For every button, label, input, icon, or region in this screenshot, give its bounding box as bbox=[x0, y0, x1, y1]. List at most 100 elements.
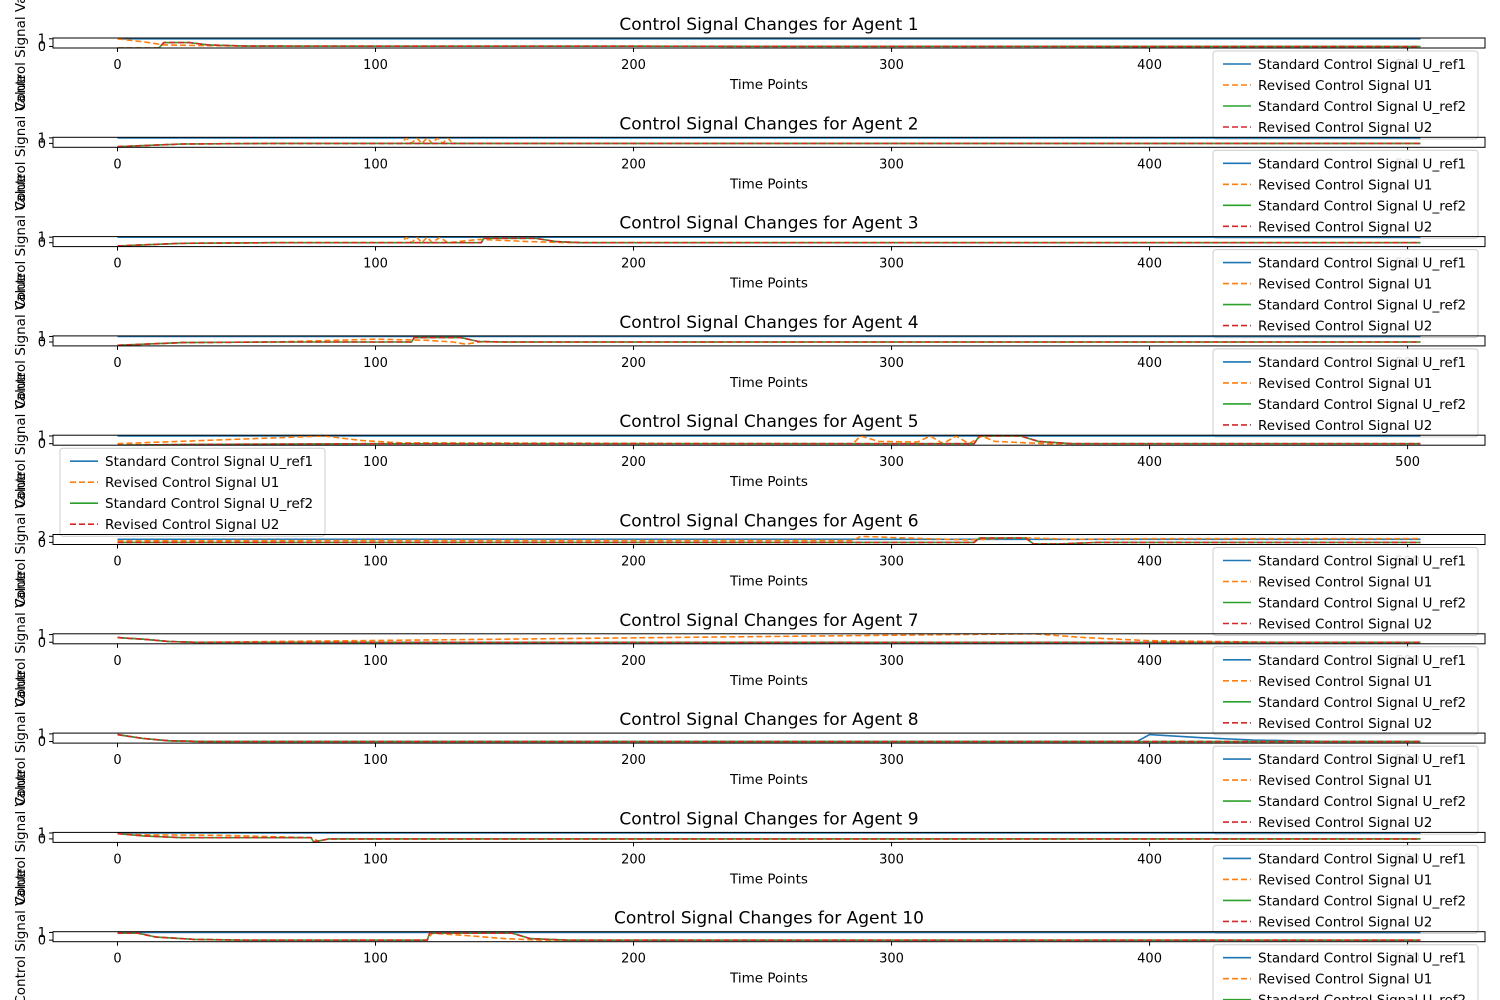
axes-frame bbox=[52, 534, 1486, 545]
legend-label-1: Standard Control Signal U_ref1 bbox=[1258, 554, 1466, 570]
plot-lines bbox=[117, 633, 1421, 644]
x-tick-label: 0 bbox=[113, 952, 121, 967]
x-axis-label: Time Points bbox=[729, 375, 808, 391]
legend-frame bbox=[1212, 348, 1479, 438]
x-tick-label: 200 bbox=[621, 555, 646, 570]
legend-label-1: Standard Control Signal U_ref1 bbox=[1258, 851, 1466, 867]
x-tick-label: 400 bbox=[1137, 852, 1162, 867]
chart-panel-3: Control Signal Changes for Agent 3 0 100 20… bbox=[13, 174, 1486, 339]
legend: Standard Control Signal U_ref1 Revised Co… bbox=[1212, 149, 1479, 239]
x-tick-label: 0 bbox=[113, 356, 121, 371]
x-tick-label: 100 bbox=[363, 753, 388, 768]
legend-label-1: Standard Control Signal U_ref1 bbox=[1258, 653, 1466, 669]
x-tick-label: 200 bbox=[621, 952, 646, 967]
y-tick-label: 0 bbox=[38, 336, 46, 351]
series-line-4 bbox=[117, 435, 1421, 446]
y-axis-label: Control Signal Value bbox=[13, 769, 29, 905]
legend-label-4: Revised Control Signal U2 bbox=[1258, 319, 1432, 335]
x-tick-label: 400 bbox=[1137, 257, 1162, 272]
plot-lines bbox=[117, 236, 1421, 247]
series-line-2 bbox=[117, 236, 1421, 247]
series-line-2 bbox=[117, 535, 1421, 542]
plot-lines bbox=[117, 38, 1421, 48]
x-tick-label: 200 bbox=[621, 58, 646, 73]
plot-lines bbox=[117, 733, 1421, 743]
chart-title: Control Signal Changes for Agent 7 bbox=[619, 611, 918, 631]
x-tick-label: 300 bbox=[879, 555, 904, 570]
series-line-3 bbox=[117, 832, 1421, 843]
axes-frame bbox=[52, 37, 1486, 49]
y-tick-label: 0 bbox=[38, 40, 46, 55]
legend-frame bbox=[1212, 50, 1479, 140]
series-line-4 bbox=[117, 932, 1421, 941]
x-tick-label: 200 bbox=[621, 257, 646, 272]
x-tick-label: 400 bbox=[1137, 654, 1162, 669]
legend-label-4: Revised Control Signal U2 bbox=[105, 517, 279, 533]
legend-label-2: Revised Control Signal U1 bbox=[1258, 78, 1432, 94]
legend-label-4: Revised Control Signal U2 bbox=[1258, 914, 1432, 930]
legend: Standard Control Signal U_ref1 Revised Co… bbox=[1212, 944, 1479, 1000]
x-tick-label: 0 bbox=[113, 157, 121, 172]
legend-frame bbox=[1212, 149, 1479, 239]
x-axis-label: Time Points bbox=[729, 77, 808, 93]
y-tick-label: 0 bbox=[38, 536, 46, 551]
x-tick-label: 200 bbox=[621, 753, 646, 768]
y-tick-label: 0 bbox=[38, 832, 46, 847]
legend-label-2: Revised Control Signal U1 bbox=[1258, 773, 1432, 789]
x-tick-label: 300 bbox=[879, 58, 904, 73]
x-axis-label: Time Points bbox=[729, 574, 808, 590]
plot-lines bbox=[117, 931, 1421, 941]
x-axis-label: Time Points bbox=[729, 871, 808, 887]
y-axis-label: Control Signal Value bbox=[13, 74, 29, 210]
x-axis-label: Time Points bbox=[729, 673, 808, 689]
x-tick-label: 100 bbox=[363, 356, 388, 371]
x-tick-label: 100 bbox=[363, 58, 388, 73]
legend-label-4: Revised Control Signal U2 bbox=[1258, 617, 1432, 633]
chart-panel-6: Control Signal Changes for Agent 60 100 20… bbox=[13, 472, 1486, 636]
legend-frame bbox=[1212, 249, 1479, 339]
y-tick-label: 1 bbox=[38, 330, 46, 345]
plot-lines bbox=[117, 335, 1421, 346]
y-tick-label: 1 bbox=[38, 727, 46, 742]
chart-title: Control Signal Changes for Agent 8 bbox=[619, 710, 918, 730]
x-tick-label: 400 bbox=[1137, 455, 1162, 470]
x-tick-label: 0 bbox=[113, 654, 121, 669]
y-tick-label: 1 bbox=[38, 131, 46, 146]
x-tick-label: 0 bbox=[113, 58, 121, 73]
x-axis-label: Time Points bbox=[729, 176, 808, 192]
y-tick-label: 0 bbox=[38, 636, 46, 651]
y-tick-label: 0 bbox=[38, 236, 46, 251]
chart-panel-7: Control Signal Changes for Agent 7 0 100 20… bbox=[13, 571, 1486, 736]
series-line-2 bbox=[117, 435, 1421, 445]
y-tick-label: 0 bbox=[38, 934, 46, 949]
legend-label-4: Revised Control Signal U2 bbox=[1258, 815, 1432, 831]
legend-label-3: Standard Control Signal U_ref2 bbox=[1258, 298, 1466, 314]
chart-panel-9: Control Signal Changes for Agent 9 0 100 20… bbox=[13, 769, 1486, 934]
y-tick-label: 1 bbox=[38, 429, 46, 444]
legend-label-4: Revised Control Signal U2 bbox=[1258, 418, 1432, 434]
x-tick-label: 400 bbox=[1137, 58, 1162, 73]
x-tick-label: 100 bbox=[363, 257, 388, 272]
legend-label-3: Standard Control Signal U_ref2 bbox=[1258, 893, 1466, 909]
series-line-2 bbox=[117, 932, 1421, 941]
x-tick-label: 300 bbox=[879, 455, 904, 470]
legend-label-4: Revised Control Signal U2 bbox=[1258, 716, 1432, 732]
axes-frame bbox=[52, 931, 1486, 943]
legend-label-2: Revised Control Signal U1 bbox=[1258, 872, 1432, 888]
plot-lines bbox=[117, 535, 1421, 545]
x-tick-label: 200 bbox=[621, 356, 646, 371]
axes-frame bbox=[52, 136, 1486, 148]
legend-frame bbox=[1212, 844, 1479, 934]
y-axis-label: Control Signal Value bbox=[13, 670, 29, 806]
axes-frame bbox=[52, 732, 1486, 744]
chart-panel-5: Control Signal Changes for Agent 5 100 200… bbox=[13, 372, 1486, 537]
legend-frame bbox=[1212, 745, 1479, 835]
y-axis-label: Control Signal Value bbox=[13, 869, 29, 1000]
x-tick-label: 200 bbox=[621, 654, 646, 669]
legend-label-3: Standard Control Signal U_ref2 bbox=[1258, 596, 1466, 612]
x-tick-label: 0 bbox=[113, 555, 121, 570]
legend-label-2: Revised Control Signal U1 bbox=[1258, 972, 1432, 988]
x-tick-label: 300 bbox=[879, 356, 904, 371]
y-axis-label: Control Signal Value bbox=[13, 0, 29, 111]
x-tick-label: 100 bbox=[363, 455, 388, 470]
